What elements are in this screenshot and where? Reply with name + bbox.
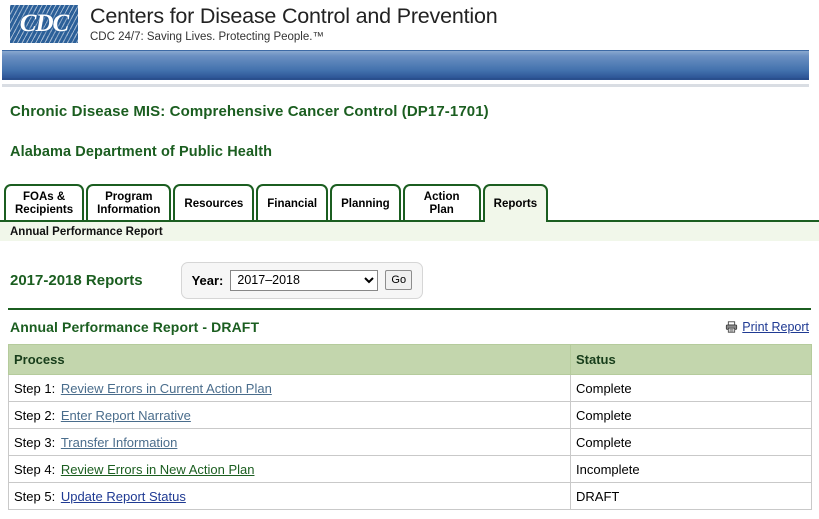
page-headings: Chronic Disease MIS: Comprehensive Cance… [0,87,819,160]
step-label: Step 5: [14,488,56,504]
table-row: Step 5: Update Report Status DRAFT [8,482,812,510]
cell-status: Complete [570,401,812,429]
step-link[interactable]: Update Report Status [60,488,186,504]
step-label: Step 4: [14,461,56,477]
tab-action-plan[interactable]: Action Plan [402,184,481,222]
agency-name: Centers for Disease Control and Preventi… [90,4,498,28]
tab-resources[interactable]: Resources [173,184,255,222]
cell-status: Complete [570,428,812,456]
year-selector-region: 2017-2018 Reports Year: 2017–2018 Go [0,242,819,304]
table-row: Step 4: Review Errors in New Action Plan… [8,455,812,483]
tab-foas-recipients[interactable]: FOAs & Recipients [4,184,85,222]
table-header-row: Process Status [8,344,812,375]
cdc-logo-text: CDC [19,10,69,37]
blue-navigation-bar [2,50,809,80]
cell-status: Complete [570,374,812,402]
page-title: Chronic Disease MIS: Comprehensive Cance… [10,103,489,120]
cell-process: Step 4: Review Errors in New Action Plan [8,455,571,483]
subnav-bar: Annual Performance Report [0,220,819,242]
cdc-logo-stripes [10,5,78,43]
tab-planning[interactable]: Planning [330,184,401,222]
step-label: Step 2: [14,407,56,423]
tab-reports[interactable]: Reports [482,184,549,222]
tab-program-information[interactable]: Program Information [86,184,172,222]
section-divider [8,308,811,310]
blue-bar-container [0,48,819,84]
step-label: Step 1: [14,380,56,396]
step-label: Step 3: [14,434,56,450]
cell-process: Step 2: Enter Report Narrative [8,401,571,429]
cdc-logo[interactable]: CDC [10,5,78,43]
column-header-status: Status [570,344,812,375]
print-report-control[interactable]: Print Report [725,320,809,334]
subnav-item-annual-performance-report[interactable]: Annual Performance Report [10,225,163,238]
cell-process: Step 3: Transfer Information [8,428,571,456]
agency-tagline: CDC 24/7: Saving Lives. Protecting Peopl… [90,30,324,43]
table-row: Step 3: Transfer Information Complete [8,428,812,456]
main-tab-bar: FOAs & Recipients Program Information Reso… [0,182,819,222]
organization-name: Alabama Department of Public Health [10,144,273,160]
step-link[interactable]: Enter Report Narrative [60,407,191,423]
column-header-process: Process [8,344,571,375]
print-report-link[interactable]: Print Report [742,320,809,334]
year-label: Year: [191,272,224,288]
printer-icon [725,321,738,333]
year-filter-box: Year: 2017–2018 Go [180,261,424,299]
cell-status: Incomplete [570,455,812,483]
cell-status: DRAFT [570,482,812,510]
table-head: Process Status [8,344,812,375]
table-row: Step 2: Enter Report Narrative Complete [8,401,812,429]
tab-financial[interactable]: Financial [256,184,329,222]
step-link[interactable]: Review Errors in New Action Plan [60,461,255,477]
report-title: Annual Performance Report - DRAFT [10,319,260,335]
process-status-table: Process Status Step 1: Review Errors in … [8,344,812,510]
cdc-wordmark: Centers for Disease Control and Preventi… [90,4,498,43]
blue-bar-shadow [2,84,809,87]
cell-process: Step 1: Review Errors in Current Action … [8,374,571,402]
table-row: Step 1: Review Errors in Current Action … [8,374,812,402]
step-link[interactable]: Review Errors in Current Action Plan [60,380,272,396]
go-button[interactable]: Go [385,270,413,290]
report-header: Annual Performance Report - DRAFT Print … [0,310,819,344]
step-link[interactable]: Transfer Information [60,434,178,450]
cdc-banner: CDC Centers for Disease Control and Prev… [0,0,819,48]
table-body: Step 1: Review Errors in Current Action … [8,374,812,510]
reports-year-title: 2017-2018 Reports [10,271,143,289]
cell-process: Step 5: Update Report Status [8,482,571,510]
year-select[interactable]: 2017–2018 [230,269,379,291]
